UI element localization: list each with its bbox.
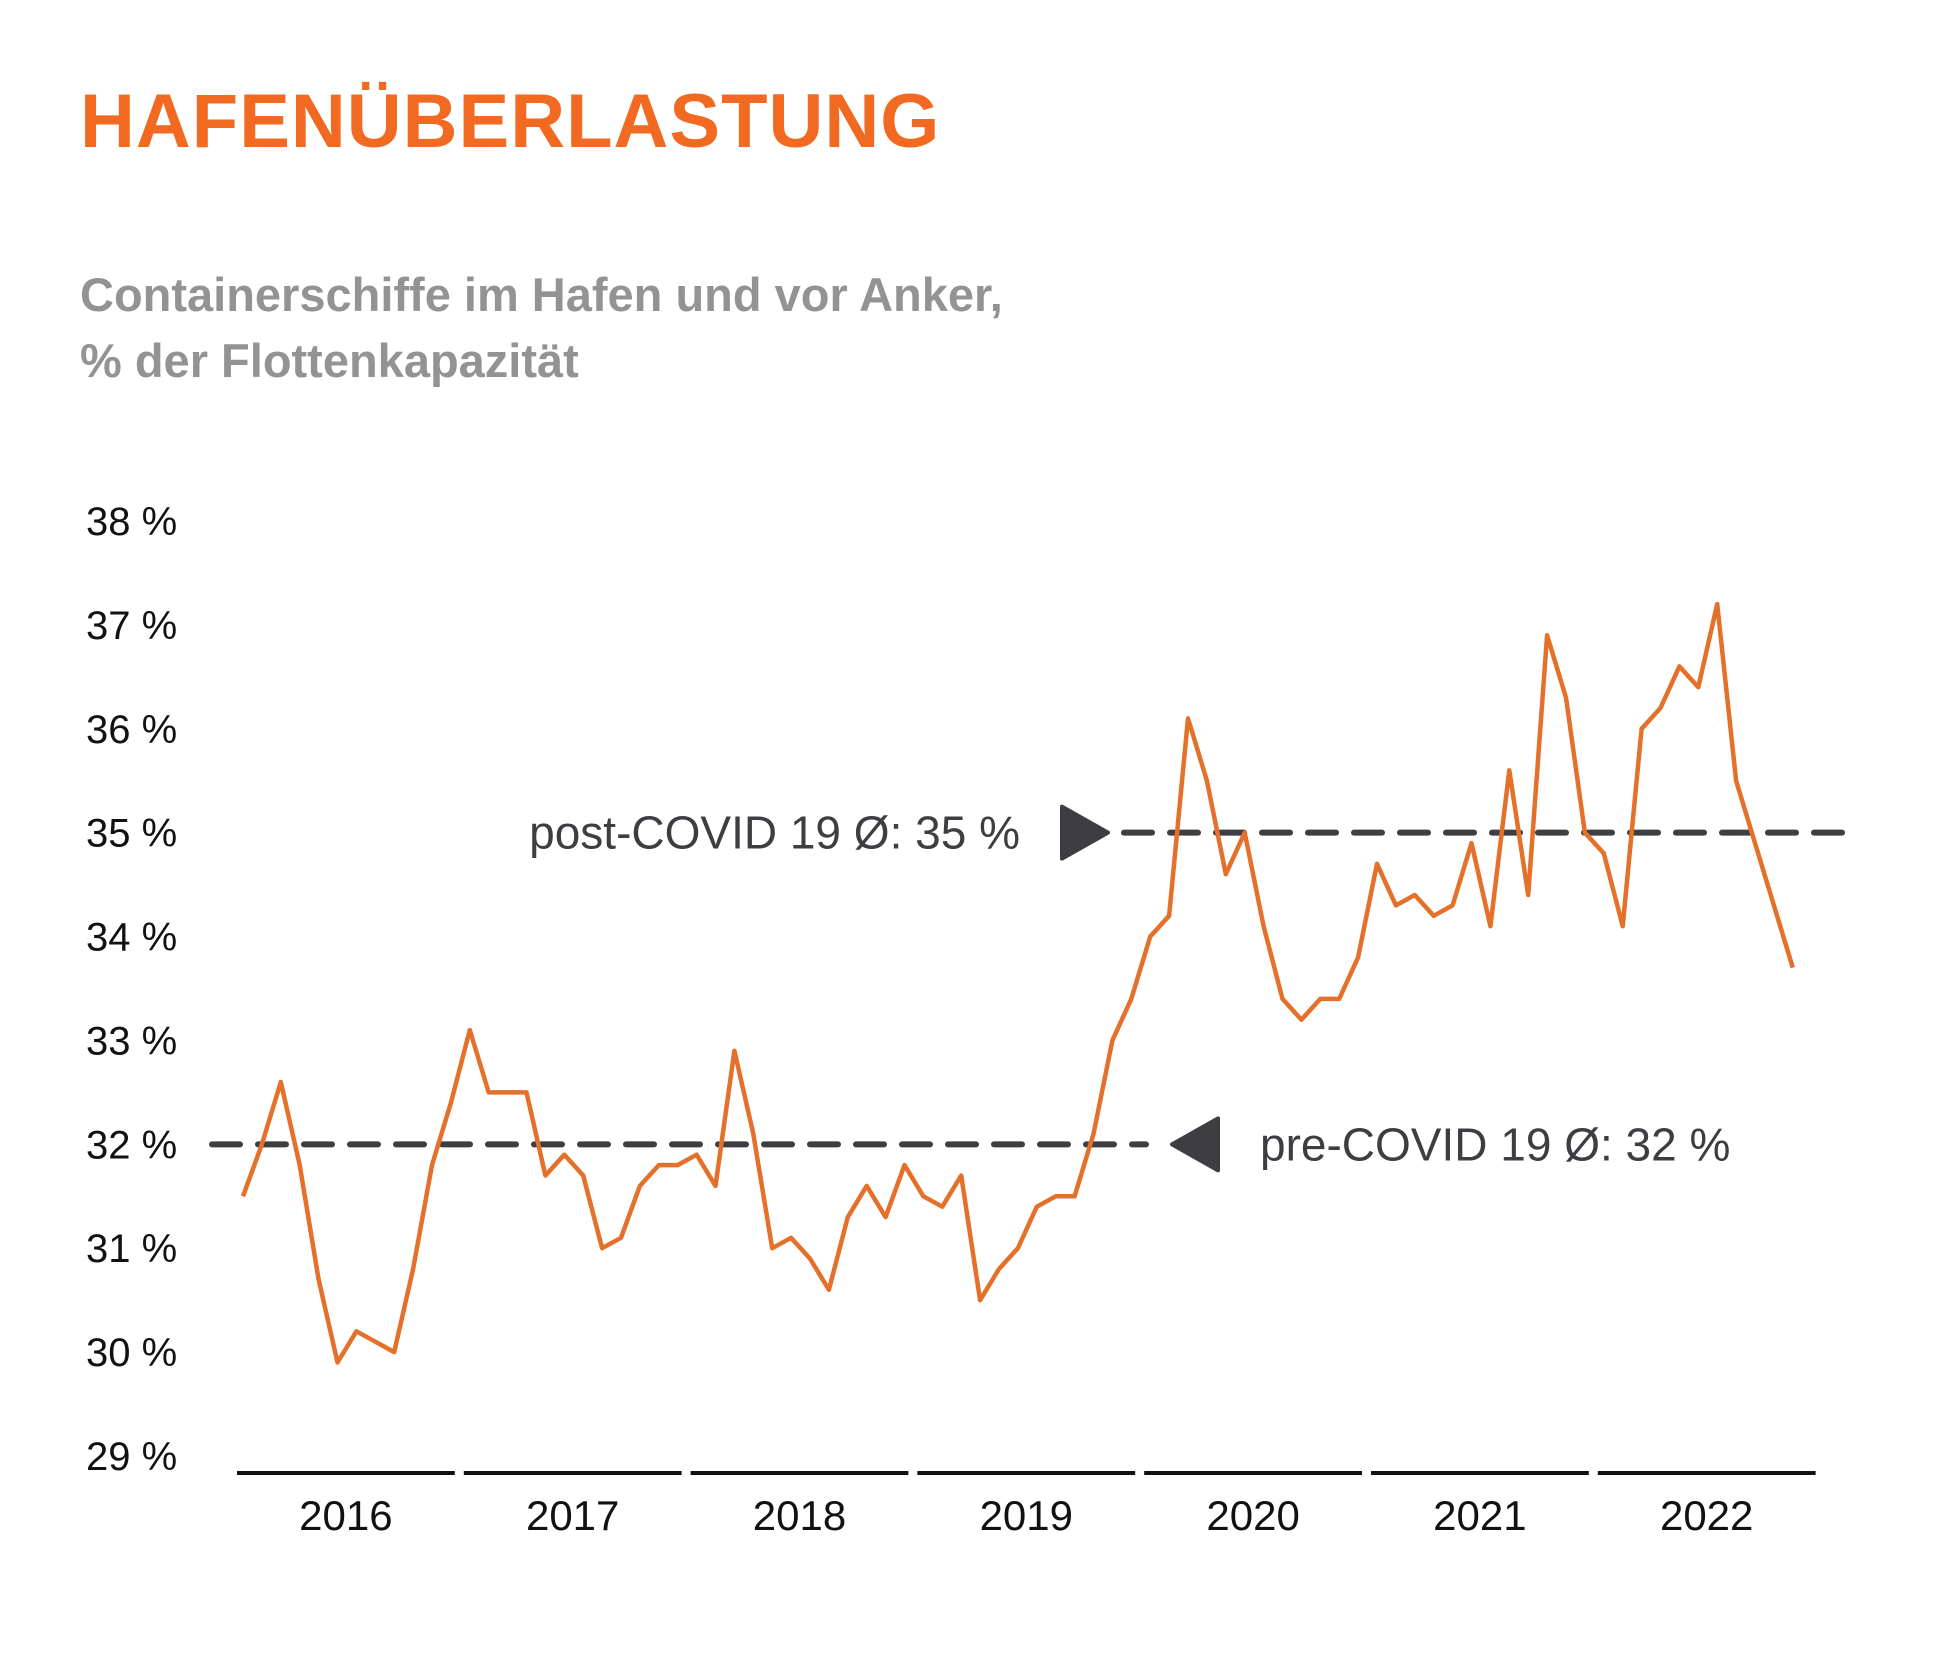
y-tick-label: 34 %	[86, 916, 177, 960]
y-tick-label: 36 %	[86, 708, 177, 752]
chart-title: HAFENÜBERLASTUNG	[80, 79, 941, 164]
x-tick-label: 2019	[980, 1492, 1073, 1539]
y-tick-label: 38 %	[86, 500, 177, 544]
chart-subtitle: Containerschiffe im Hafen und vor Anker,…	[80, 262, 1003, 394]
y-tick-label: 37 %	[86, 604, 177, 648]
x-tick-label: 2020	[1206, 1492, 1299, 1539]
y-tick-label: 29 %	[86, 1435, 177, 1479]
x-tick-label: 2018	[753, 1492, 846, 1539]
y-tick-label: 30 %	[86, 1331, 177, 1375]
x-tick-label: 2016	[299, 1492, 392, 1539]
y-tick-label: 32 %	[86, 1123, 177, 1167]
x-tick-label: 2021	[1433, 1492, 1526, 1539]
x-tick-label: 2017	[526, 1492, 619, 1539]
y-tick-label: 35 %	[86, 812, 177, 856]
reference-lines: post-COVID 19 Ø: 35 % pre-COVID 19 Ø: 32 …	[209, 804, 1853, 1173]
y-tick-label: 31 %	[86, 1227, 177, 1271]
y-axis: 38 % 37 % 36 % 35 % 34 % 33 % 32 % 31 % 30 % 29 %	[86, 500, 177, 1479]
subtitle-line-1: Containerschiffe im Hafen und vor Anker,	[80, 268, 1003, 321]
y-tick-label: 33 %	[86, 1019, 177, 1063]
pre-covid-label: pre-COVID 19 Ø: 32 %	[1260, 1118, 1730, 1170]
x-axis: 2016 2017 2018 2019 2020 2021 2022	[237, 1471, 1816, 1539]
x-tick-label: 2022	[1660, 1492, 1753, 1539]
series-layer	[240, 601, 1795, 1365]
triangle-left-icon	[1170, 1116, 1220, 1173]
series-line	[240, 601, 1795, 1365]
post-covid-label: post-COVID 19 Ø: 35 %	[529, 807, 1020, 859]
subtitle-line-2: % der Flottenkapazität	[80, 334, 579, 387]
triangle-right-icon	[1060, 804, 1110, 861]
